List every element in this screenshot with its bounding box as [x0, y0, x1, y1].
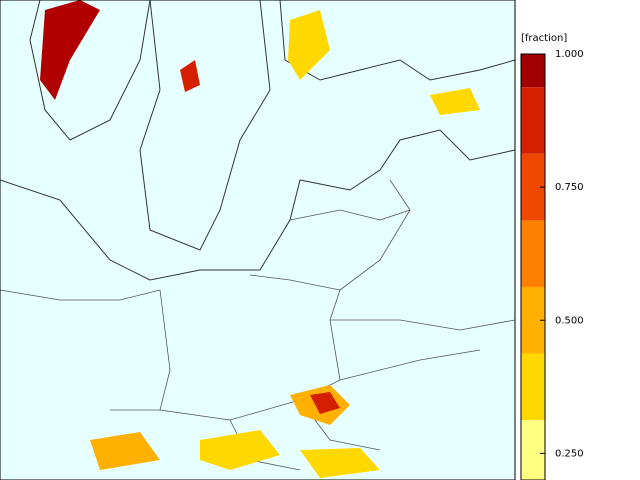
colorbar: 1.000 0.750 0.500 0.250 — [520, 49, 584, 480]
colorbar-band — [521, 87, 545, 154]
field-patch — [288, 10, 330, 80]
colorbar-band — [521, 220, 545, 287]
coastline — [0, 129, 516, 281]
colorbar-tick-label: 0.250 — [555, 448, 584, 459]
field-patch — [90, 432, 160, 470]
border — [330, 179, 516, 381]
colorbar-band — [521, 54, 545, 88]
colorbar-band — [521, 420, 545, 480]
colorbar-band — [521, 353, 545, 421]
field-patch — [300, 448, 380, 478]
field-patch — [310, 392, 340, 414]
field-patch — [430, 88, 480, 115]
field-patch — [180, 60, 200, 92]
coastline — [139, 0, 271, 251]
map-geography — [0, 0, 516, 478]
field-patch — [40, 0, 100, 100]
colorbar-frame — [520, 53, 546, 480]
map-area — [0, 0, 515, 480]
colorbar-tick-label: 0.750 — [555, 182, 584, 193]
colorbar-label: [fraction] — [521, 33, 567, 44]
coastline — [29, 0, 151, 141]
map-frame — [0, 0, 516, 480]
border — [0, 289, 381, 471]
colorbar-tick-label: 1.000 — [555, 49, 584, 60]
colorbar-tick-label: 0.500 — [555, 315, 584, 326]
border — [289, 209, 411, 221]
field-patch — [200, 430, 280, 470]
